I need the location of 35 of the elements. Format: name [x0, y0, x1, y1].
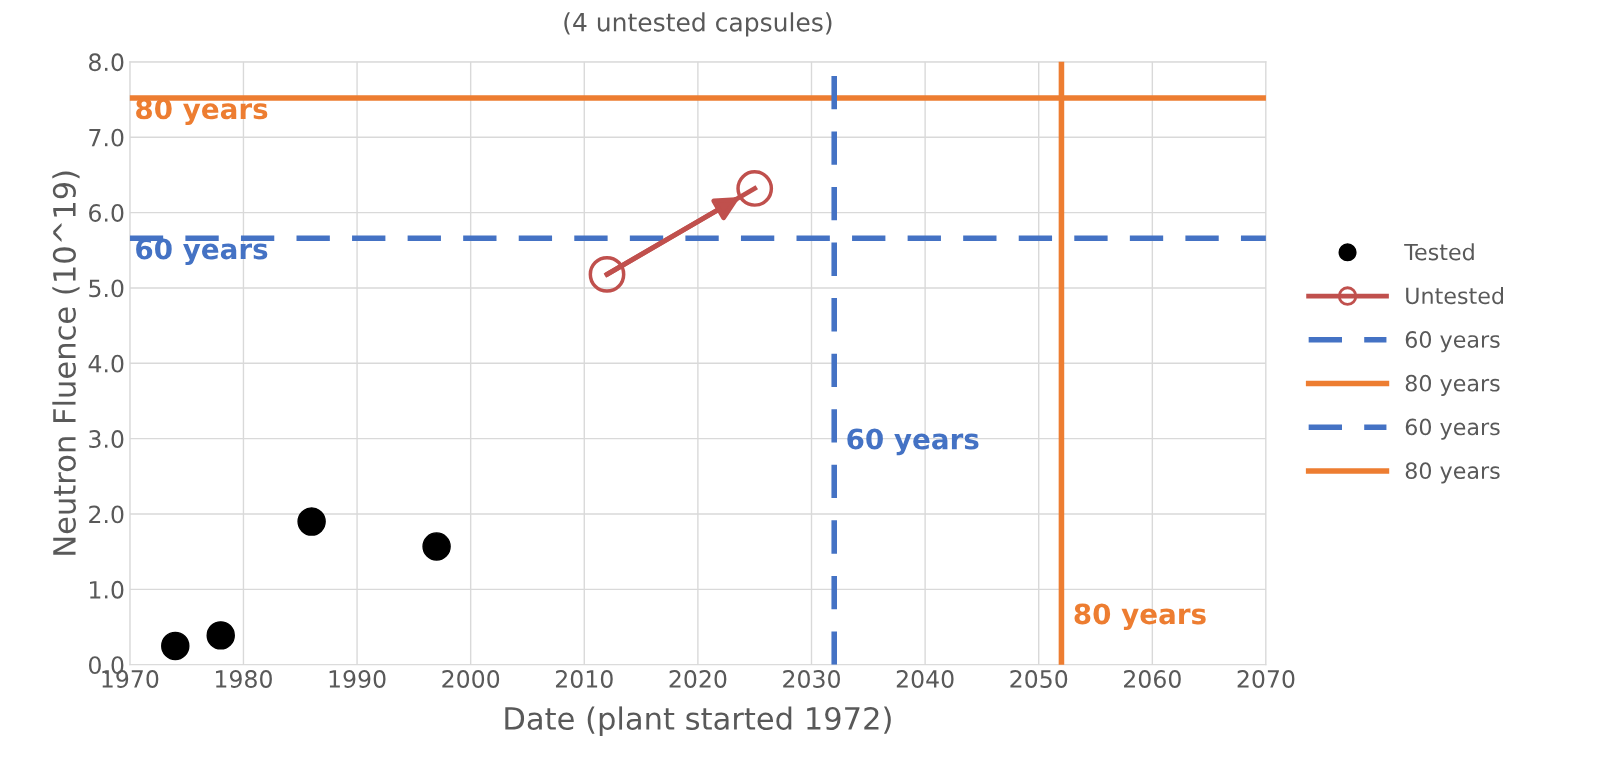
point [588, 255, 626, 293]
point [206, 621, 235, 650]
point [422, 532, 451, 561]
x-tick-label: 1990 [329, 670, 386, 688]
text: 80 years [1405, 374, 1500, 396]
y-tick-label: 2.0 [89, 505, 124, 524]
point [297, 507, 326, 536]
x-tick-label: 2050 [1010, 670, 1068, 688]
x-tick-label: 2000 [442, 670, 500, 688]
y-tick-label: 4.0 [88, 354, 124, 373]
text: 80 years [1405, 462, 1500, 484]
y-tick-label: 7.0 [89, 128, 124, 147]
x-tick-label: 2030 [783, 670, 840, 688]
x-tick-label: 1980 [216, 670, 272, 688]
y-tick-label: 3.0 [89, 430, 124, 448]
x-axis-title: Date (plant started 1972) [505, 706, 891, 736]
point [161, 631, 190, 661]
ref-line-label: 80 years [1074, 603, 1206, 630]
y-tick-label: 6.0 [89, 204, 124, 222]
x-tick-label: 2020 [669, 670, 727, 688]
ref-line-label: 60 years [847, 428, 979, 456]
x-tick-label: 2010 [555, 670, 613, 688]
chart-title: (4 untested capsules) [564, 12, 832, 37]
x-tick-label: 2060 [1124, 670, 1181, 688]
point [736, 170, 774, 207]
y-axis-title: Neutron Fluence (10^19) [52, 171, 80, 555]
text: 60 years [1405, 331, 1500, 353]
y-tick-label: 8.0 [89, 53, 124, 72]
x-tick-label: 2070 [1237, 670, 1295, 688]
text: 60 years [1405, 418, 1500, 440]
legend-label: Untested [1406, 286, 1503, 305]
y-tick-label: 5.0 [89, 279, 124, 298]
x-tick-label: 2040 [896, 670, 954, 688]
legend-label: Tested [1404, 243, 1474, 261]
y-tick-label: 1.0 [90, 580, 124, 599]
